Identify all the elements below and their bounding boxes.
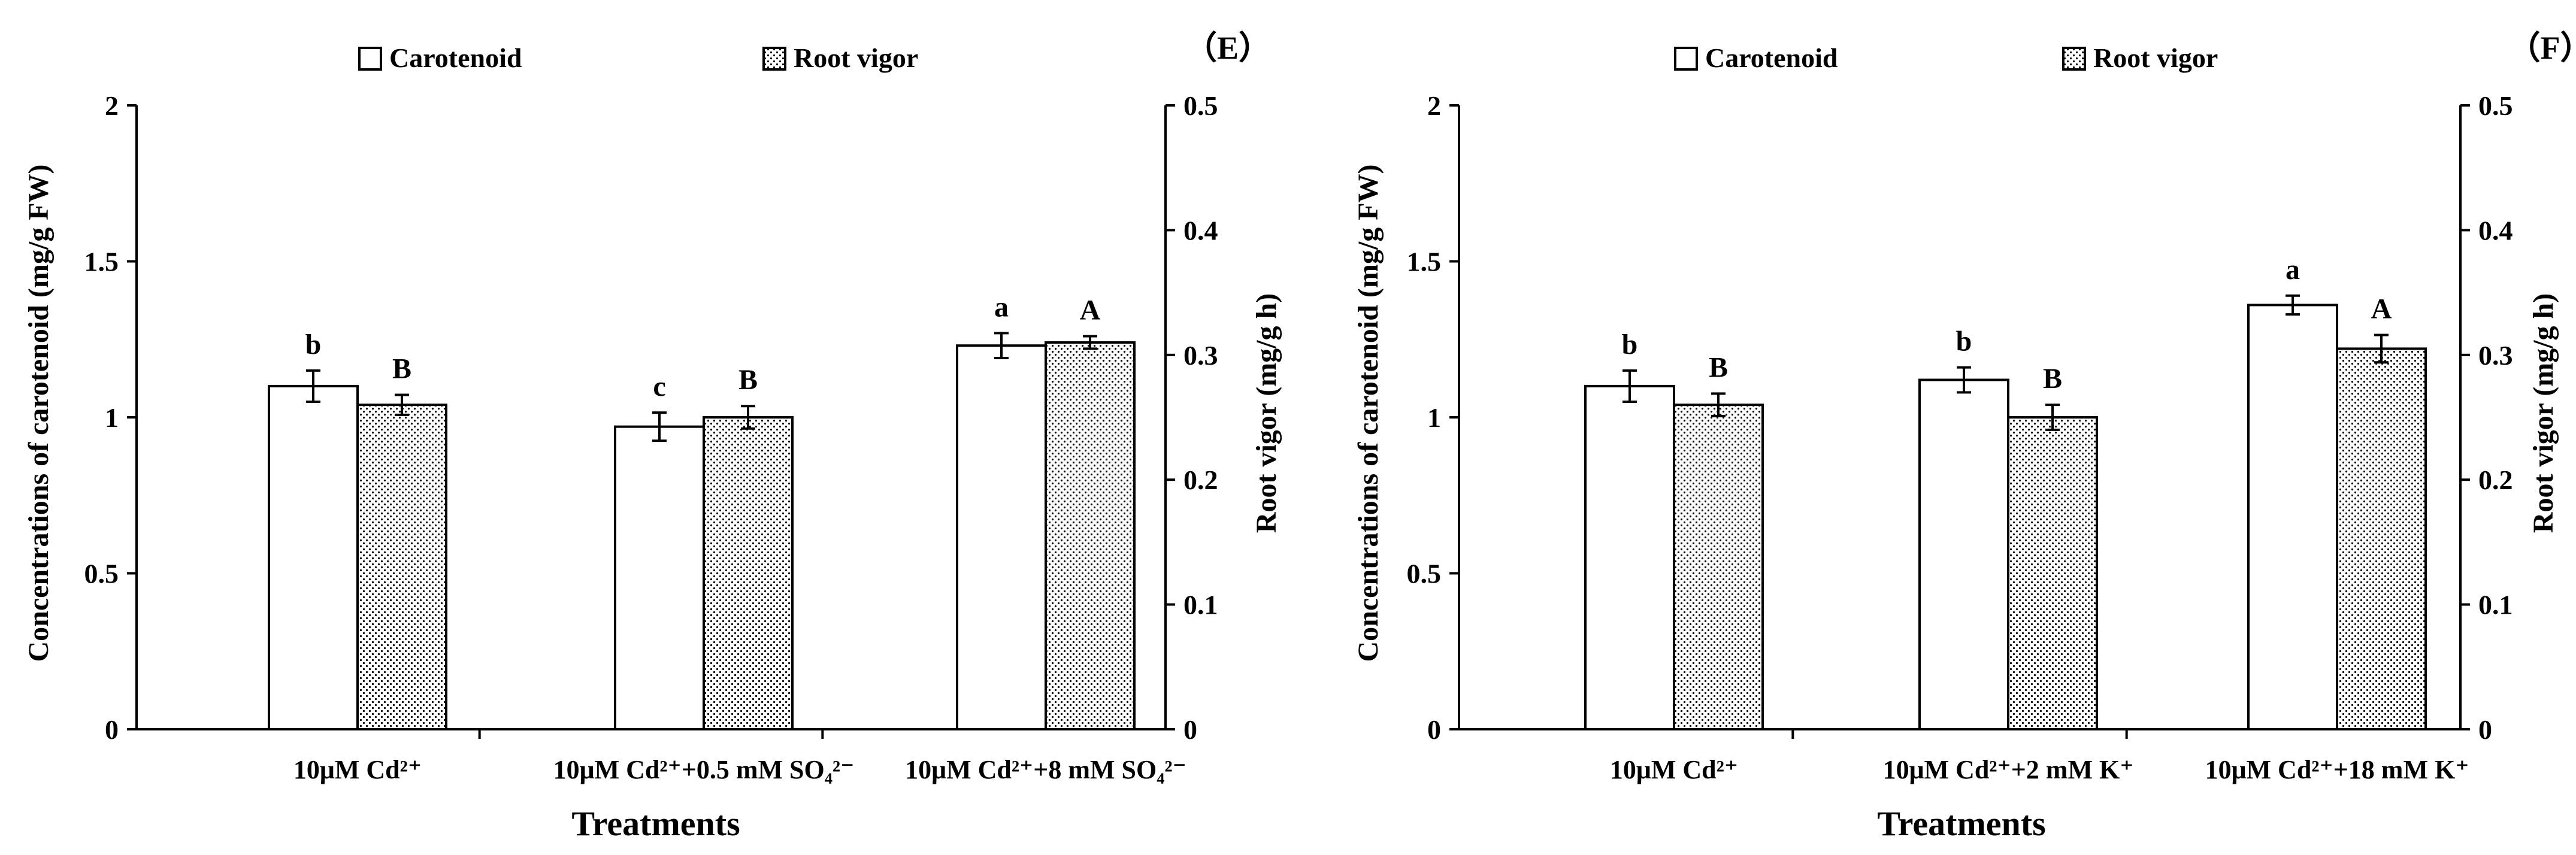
y-tick-label-left: 0.5 xyxy=(1407,559,1442,589)
significance-letter: b xyxy=(1622,329,1638,360)
x-tick-label: 10μM Cd²⁺+0.5 mM SO₄²⁻ xyxy=(553,755,855,784)
bar-root-vigor xyxy=(2336,347,2427,730)
y-tick-label-left: 0.5 xyxy=(84,559,119,589)
significance-letter: B xyxy=(1709,351,1728,383)
significance-letter: B xyxy=(392,353,411,384)
y-tick-label-right: 0.3 xyxy=(2478,340,2513,371)
legend-swatch xyxy=(2062,47,2086,71)
x-tick-label: 10μM Cd²⁺+2 mM K⁺ xyxy=(1883,755,2134,784)
y-tick-label-left: 0 xyxy=(1427,714,1441,745)
bar-carotenoid xyxy=(2247,304,2338,730)
y-tick-label-right: 0 xyxy=(2478,714,2492,745)
y-tick-label-right: 0.4 xyxy=(1183,215,1218,245)
panel-f: （F） Treatments Concentrations of caroten… xyxy=(1352,30,2576,843)
y-tick-label-right: 0.1 xyxy=(2478,590,2513,620)
bar-root-vigor xyxy=(703,416,794,730)
legend-label: Carotenoid xyxy=(1705,43,1838,73)
y-axis-title-right: Root vigor (mg/g h) xyxy=(1251,293,1282,533)
legend-swatch xyxy=(762,47,786,71)
bar-carotenoid xyxy=(268,384,359,730)
significance-letter: a xyxy=(994,291,1009,323)
bar-carotenoid xyxy=(614,425,705,730)
y-tick-label-right: 0.5 xyxy=(1183,90,1218,121)
y-tick-label-left: 0 xyxy=(105,714,119,745)
significance-letter: c xyxy=(653,371,665,402)
x-tick-label: 10μM Cd²⁺ xyxy=(1610,755,1738,784)
panel-e: （E） Treatments Concentrations of caroten… xyxy=(23,30,1282,843)
bar-carotenoid xyxy=(956,344,1047,730)
y-tick-label-left: 2 xyxy=(1427,90,1441,121)
y-tick-label-left: 1.5 xyxy=(1407,247,1442,277)
y-tick-label-right: 0.4 xyxy=(2478,215,2513,245)
significance-letter: b xyxy=(1956,326,1972,357)
y-tick-label-left: 1.5 xyxy=(84,247,119,277)
x-tick-label: 10μM Cd²⁺ xyxy=(293,755,422,784)
legend-label: Carotenoid xyxy=(389,43,522,73)
legend-swatch xyxy=(358,47,382,71)
significance-letter: b xyxy=(305,329,322,360)
y-tick-label-left: 2 xyxy=(105,90,119,121)
y-tick-label-right: 0.1 xyxy=(1183,590,1218,620)
y-tick-label-right: 0.3 xyxy=(1183,340,1218,371)
y-tick-label-left: 1 xyxy=(105,402,119,433)
bar-root-vigor xyxy=(356,404,447,730)
x-axis-title: Treatments xyxy=(571,804,740,843)
significance-letter: A xyxy=(2371,293,2392,325)
x-tick-label: 10μM Cd²⁺+8 mM SO₄²⁻ xyxy=(905,755,1186,784)
panel-label: （E） xyxy=(1185,30,1271,66)
legend-label: Root vigor xyxy=(794,43,918,73)
bar-root-vigor xyxy=(2007,416,2098,730)
significance-letter: B xyxy=(2043,363,2062,395)
bar-carotenoid xyxy=(1584,384,1675,730)
y-tick-label-right: 0.2 xyxy=(2478,465,2513,495)
legend-label: Root vigor xyxy=(2093,43,2218,73)
significance-letter: a xyxy=(2286,254,2300,286)
y-axis-title-left: Concentrations of carotenoid (mg/g FW) xyxy=(1352,165,1384,662)
bar-root-vigor xyxy=(1045,341,1136,730)
y-tick-label-left: 1 xyxy=(1427,402,1441,433)
y-axis-title-left: Concentrations of carotenoid (mg/g FW) xyxy=(23,165,55,662)
y-tick-label-right: 0.2 xyxy=(1183,465,1218,495)
y-tick-label-right: 0 xyxy=(1183,714,1197,745)
significance-letter: A xyxy=(1080,295,1101,326)
x-tick-label: 10μM Cd²⁺+18 mM K⁺ xyxy=(2205,755,2469,784)
x-axis-title: Treatments xyxy=(1877,804,2045,843)
significance-letter: B xyxy=(738,364,758,396)
panel-label: （F） xyxy=(2508,30,2576,66)
y-axis-title-right: Root vigor (mg/g h) xyxy=(2527,293,2559,533)
bar-carotenoid xyxy=(1918,378,2009,730)
legend-swatch xyxy=(1674,47,1698,71)
y-tick-label-right: 0.5 xyxy=(2478,90,2513,121)
bar-root-vigor xyxy=(1673,404,1764,730)
